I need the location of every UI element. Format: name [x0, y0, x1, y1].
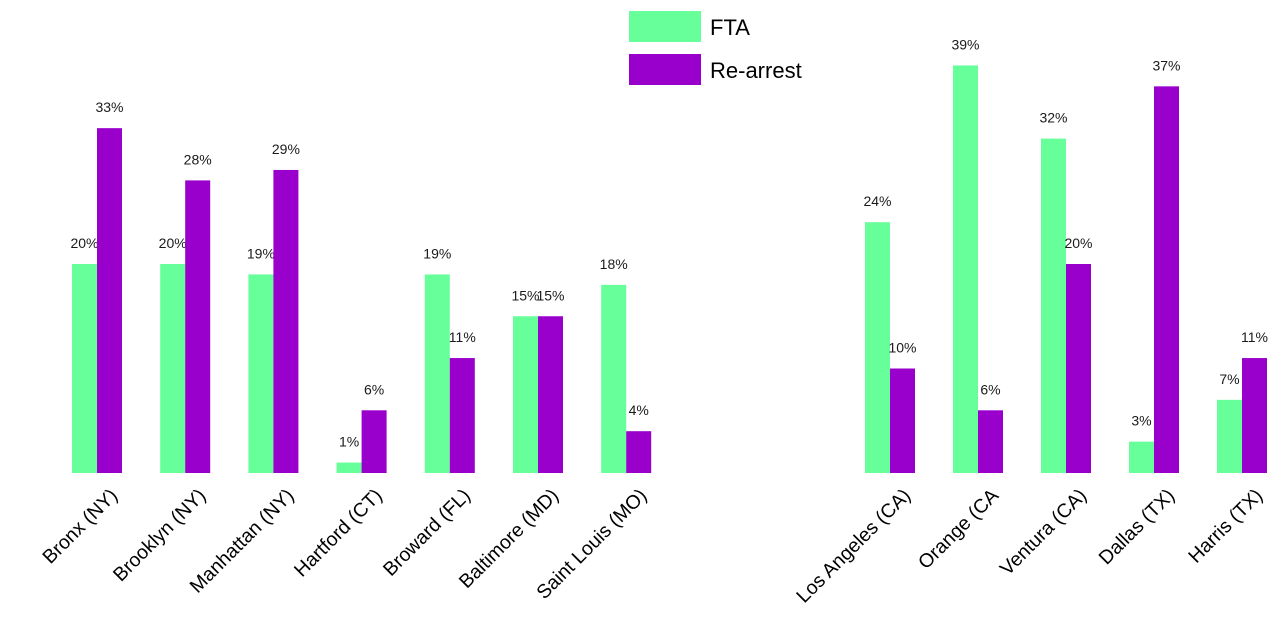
legend-label-re-arrest: Re-arrest	[710, 58, 802, 83]
data-label-orange-ca-fta: 39%	[951, 36, 979, 52]
category-label-broward-fl: Broward (FL)	[379, 485, 475, 581]
data-label-hartford-ct-re-arrest: 6%	[364, 381, 384, 397]
category-label-ventura-ca: Ventura (CA)	[996, 485, 1091, 580]
legend-label-fta: FTA	[710, 15, 750, 40]
bar-manhattan-ny-fta	[248, 274, 274, 473]
bar-hartford-ct-re-arrest	[361, 410, 387, 473]
bar-broward-fl-re-arrest	[449, 358, 475, 473]
bar-broward-fl-fta	[424, 274, 450, 473]
legend: FTA Re-arrest	[629, 11, 802, 85]
bar-dallas-tx-fta	[1129, 441, 1154, 473]
data-label-ventura-ca-re-arrest: 20%	[1064, 235, 1092, 251]
bar-hartford-ct-fta	[336, 462, 362, 473]
bar-saint-louis-mo-re-arrest	[626, 431, 652, 473]
data-label-harris-tx-re-arrest: 11%	[1241, 329, 1268, 345]
data-label-los-angeles-ca-re-arrest: 10%	[888, 340, 916, 356]
data-label-los-angeles-ca-fta: 24%	[863, 193, 891, 209]
category-label-bronx-ny: Bronx (NY)	[38, 485, 122, 569]
data-label-manhattan-ny-fta: 19%	[247, 245, 275, 261]
legend-swatch-fta	[629, 11, 701, 42]
bar-manhattan-ny-re-arrest	[273, 169, 299, 473]
category-label-los-angeles-ca: Los Angeles (CA)	[792, 485, 915, 608]
plot-area: 20% 33% Bronx (NY) 20% 28% Brooklyn (NY) 19% 29…	[38, 36, 1268, 607]
data-label-dallas-tx-fta: 3%	[1131, 413, 1151, 429]
bar-harris-tx-re-arrest	[1242, 358, 1267, 473]
bar-orange-ca-re-arrest	[978, 410, 1003, 473]
data-label-saint-louis-mo-fta: 18%	[600, 256, 628, 272]
category-label-hartford-ct: Hartford (CT)	[290, 485, 387, 582]
category-label-orange-ca: Orange (CA	[914, 485, 1003, 574]
bar-los-angeles-ca-re-arrest	[890, 368, 915, 473]
data-label-bronx-ny-fta: 20%	[70, 235, 98, 251]
data-label-hartford-ct-fta: 1%	[339, 434, 359, 450]
data-label-manhattan-ny-re-arrest: 29%	[272, 141, 300, 157]
data-label-dallas-tx-re-arrest: 37%	[1152, 57, 1180, 73]
category-label-brooklyn-ny: Brooklyn (NY)	[109, 485, 210, 586]
bar-ventura-ca-re-arrest	[1066, 264, 1091, 473]
data-label-ventura-ca-fta: 32%	[1039, 110, 1067, 126]
bar-brooklyn-ny-re-arrest	[185, 180, 211, 473]
bar-saint-louis-mo-fta	[601, 284, 627, 473]
bar-brooklyn-ny-fta	[160, 264, 186, 473]
data-label-bronx-ny-re-arrest: 33%	[95, 99, 123, 115]
data-label-baltimore-md-re-arrest: 15%	[536, 287, 564, 303]
bar-orange-ca-fta	[953, 65, 978, 473]
bar-ventura-ca-fta	[1041, 138, 1066, 473]
bar-harris-tx-fta	[1217, 399, 1242, 473]
bar-baltimore-md-re-arrest	[538, 316, 563, 473]
data-label-orange-ca-re-arrest: 6%	[980, 381, 1000, 397]
category-label-dallas-tx: Dallas (TX)	[1095, 485, 1180, 570]
data-label-brooklyn-ny-fta: 20%	[159, 235, 187, 251]
data-label-harris-tx-fta: 7%	[1219, 371, 1239, 387]
bar-baltimore-md-fta	[513, 316, 538, 473]
bar-los-angeles-ca-fta	[865, 222, 890, 473]
data-label-broward-fl-fta: 19%	[423, 245, 451, 261]
bar-bronx-ny-re-arrest	[97, 128, 122, 473]
category-label-harris-tx: Harris (TX)	[1184, 485, 1267, 568]
legend-swatch-re-arrest	[629, 54, 701, 85]
data-label-brooklyn-ny-re-arrest: 28%	[184, 151, 212, 167]
data-label-saint-louis-mo-re-arrest: 4%	[629, 402, 649, 418]
data-label-baltimore-md-fta: 15%	[511, 287, 539, 303]
bar-dallas-tx-re-arrest	[1154, 86, 1179, 473]
data-label-broward-fl-re-arrest: 11%	[449, 329, 476, 345]
bar-bronx-ny-fta	[72, 264, 97, 473]
